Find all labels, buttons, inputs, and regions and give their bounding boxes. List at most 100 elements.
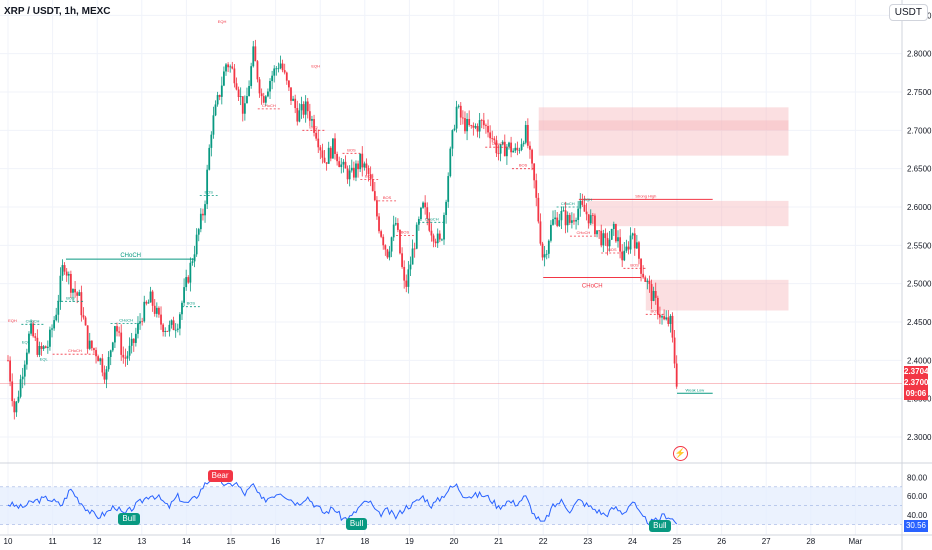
supply-zone bbox=[587, 200, 789, 227]
candle-body bbox=[642, 273, 645, 278]
candle-body bbox=[426, 207, 429, 219]
structure-label: CHoCH bbox=[561, 201, 575, 206]
candle-body bbox=[149, 291, 152, 303]
currency-button[interactable]: USDT bbox=[888, 4, 928, 21]
candle-body bbox=[489, 132, 492, 139]
candle-body bbox=[193, 254, 196, 262]
candle-body bbox=[554, 217, 557, 220]
candle-body bbox=[153, 305, 156, 314]
candle-body bbox=[673, 337, 676, 364]
candle-body bbox=[325, 162, 328, 164]
point-label: EQL bbox=[40, 356, 49, 361]
candle-body bbox=[285, 72, 288, 81]
candle-body bbox=[355, 163, 357, 178]
candle-body bbox=[338, 161, 341, 168]
candle-body bbox=[300, 104, 303, 111]
structure-label: BOS bbox=[650, 308, 659, 313]
candle-body bbox=[625, 246, 628, 251]
candle-body bbox=[384, 245, 387, 250]
supply-zone bbox=[538, 107, 789, 156]
candle-body bbox=[25, 352, 28, 365]
candle-body bbox=[202, 213, 204, 216]
candle-body bbox=[499, 144, 502, 154]
point-label: EQH bbox=[218, 19, 227, 24]
candle-body bbox=[539, 221, 542, 244]
last-price-label: 2.3704 bbox=[904, 366, 929, 378]
candle-body bbox=[560, 210, 563, 221]
candle-body bbox=[531, 149, 533, 164]
candle-body bbox=[227, 64, 230, 68]
candle-body bbox=[401, 253, 403, 267]
y-tick-label: 2.4000 bbox=[907, 356, 932, 365]
structure-label: CHoCH bbox=[492, 141, 506, 146]
candle-body bbox=[361, 153, 364, 168]
candle-body bbox=[143, 301, 146, 322]
candle-body bbox=[155, 307, 158, 314]
candle-body bbox=[577, 208, 580, 220]
candle-body bbox=[237, 89, 240, 98]
x-tick-label: 22 bbox=[539, 537, 548, 546]
candle-body bbox=[174, 329, 177, 331]
candle-body bbox=[178, 314, 181, 329]
candle-body bbox=[107, 356, 110, 370]
candle-body bbox=[95, 350, 97, 357]
candle-body bbox=[392, 224, 395, 238]
candle-body bbox=[417, 219, 420, 225]
candle-body bbox=[474, 126, 477, 128]
candle-body bbox=[541, 243, 544, 258]
candle-body bbox=[243, 103, 246, 114]
candle-body bbox=[321, 150, 324, 158]
candle-body bbox=[216, 95, 219, 105]
candle-body bbox=[57, 301, 60, 315]
x-tick-label: 15 bbox=[227, 537, 236, 546]
candle-body bbox=[508, 142, 510, 147]
x-tick-label: Mar bbox=[849, 537, 863, 546]
candle-body bbox=[516, 147, 519, 151]
candle-body bbox=[568, 214, 571, 223]
structure-label: Strong High bbox=[635, 193, 656, 198]
candle-body bbox=[468, 118, 471, 126]
candle-body bbox=[13, 401, 16, 413]
candle-body bbox=[610, 229, 613, 240]
candle-body bbox=[537, 197, 540, 222]
candle-body bbox=[220, 85, 223, 97]
point-label: EQH bbox=[8, 318, 17, 323]
structure-label: BOS bbox=[365, 173, 374, 178]
candle-body bbox=[428, 218, 431, 231]
candle-body bbox=[640, 258, 642, 274]
candle-body bbox=[424, 202, 427, 208]
candle-body bbox=[644, 277, 647, 282]
symbol-title[interactable]: XRP / USDT, 1h, MEXC bbox=[4, 6, 111, 17]
candle-body bbox=[451, 130, 454, 149]
candle-body bbox=[413, 248, 416, 250]
candle-body bbox=[422, 202, 424, 208]
candle-body bbox=[195, 234, 198, 255]
candle-body bbox=[260, 93, 263, 97]
candle-body bbox=[304, 101, 307, 115]
candle-body bbox=[294, 98, 297, 109]
candle-body bbox=[158, 307, 160, 315]
y-tick-label: 2.5000 bbox=[907, 280, 932, 289]
candle-body bbox=[78, 292, 81, 296]
candle-body bbox=[587, 214, 590, 224]
candle-body bbox=[197, 229, 200, 235]
candle-body bbox=[453, 128, 456, 131]
flash-icon[interactable]: ⚡ bbox=[673, 446, 688, 461]
candle-body bbox=[271, 75, 274, 82]
candle-body bbox=[51, 328, 53, 330]
candle-body bbox=[336, 153, 339, 162]
candle-body bbox=[122, 354, 125, 358]
y-tick-label: 2.7500 bbox=[907, 88, 932, 97]
candle-body bbox=[411, 248, 414, 265]
structure-label: CHoCH bbox=[425, 216, 439, 221]
candle-body bbox=[204, 204, 206, 216]
candle-body bbox=[317, 138, 320, 148]
rsi-tick-label: 40.00 bbox=[907, 511, 928, 520]
candle-body bbox=[566, 214, 569, 226]
candle-body bbox=[378, 216, 380, 232]
candle-body bbox=[90, 340, 93, 349]
candle-body bbox=[99, 358, 102, 362]
candle-body bbox=[189, 262, 192, 283]
